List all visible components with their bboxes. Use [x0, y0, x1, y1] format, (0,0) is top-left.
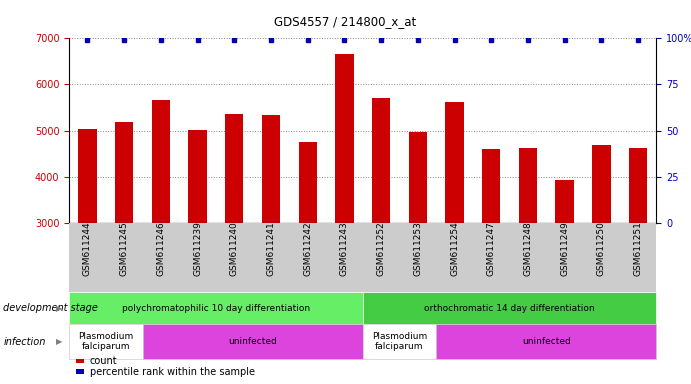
Text: development stage: development stage [3, 303, 98, 313]
Bar [408, 132, 427, 223]
Text: polychromatophilic 10 day differentiation: polychromatophilic 10 day differentiatio… [122, 304, 310, 313]
Bar [78, 129, 97, 223]
Text: uninfected: uninfected [522, 337, 571, 346]
Bar [335, 54, 354, 223]
Text: count: count [90, 356, 117, 366]
Bar [189, 130, 207, 223]
Text: infection: infection [3, 337, 46, 347]
Text: Plasmodium
falciparum: Plasmodium falciparum [372, 332, 427, 351]
Text: GDS4557 / 214800_x_at: GDS4557 / 214800_x_at [274, 15, 417, 28]
Text: percentile rank within the sample: percentile rank within the sample [90, 367, 255, 377]
Bar [556, 180, 574, 223]
Text: Plasmodium
falciparum: Plasmodium falciparum [78, 332, 133, 351]
Text: ▶: ▶ [56, 304, 62, 313]
Bar [482, 149, 500, 223]
Bar [629, 148, 647, 223]
Text: uninfected: uninfected [228, 337, 277, 346]
Bar [152, 100, 170, 223]
Bar [372, 98, 390, 223]
Bar [115, 122, 133, 223]
Bar [519, 147, 537, 223]
Bar [446, 102, 464, 223]
Text: ▶: ▶ [56, 337, 62, 346]
Bar [262, 115, 280, 223]
Bar [299, 142, 317, 223]
Text: orthochromatic 14 day differentiation: orthochromatic 14 day differentiation [424, 304, 595, 313]
Bar [592, 145, 611, 223]
Bar [225, 114, 243, 223]
